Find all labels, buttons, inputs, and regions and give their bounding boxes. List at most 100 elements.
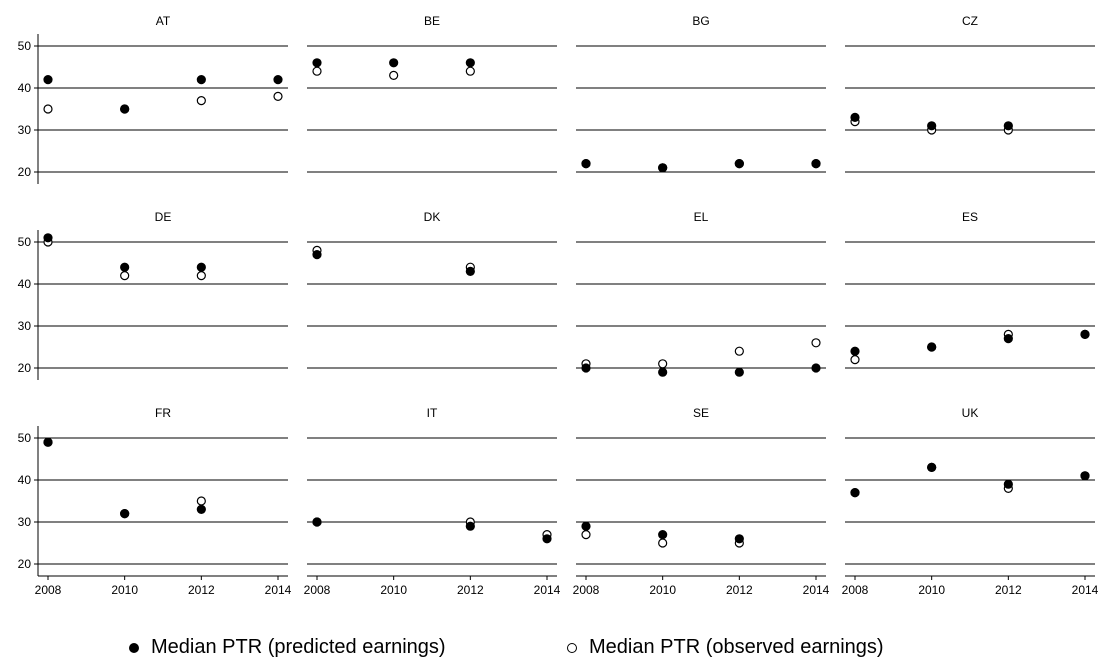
- predicted-point: [196, 504, 206, 514]
- panel-cz: CZ: [845, 14, 1095, 173]
- y-tick-label: 40: [18, 277, 32, 291]
- predicted-point: [1003, 121, 1013, 131]
- observed-point: [312, 66, 322, 76]
- observed-point: [465, 66, 475, 76]
- x-tick-label: 2012: [188, 583, 215, 597]
- x-tick-label: 2012: [995, 583, 1022, 597]
- predicted-point: [465, 58, 475, 68]
- predicted-point: [1080, 329, 1090, 339]
- panel-title: FR: [155, 406, 171, 420]
- observed-point: [120, 271, 130, 281]
- x-tick-label: 2014: [534, 583, 561, 597]
- predicted-point: [120, 104, 130, 114]
- panel-title: DK: [424, 210, 441, 224]
- panel-title: EL: [694, 210, 709, 224]
- x-tick-label: 2008: [573, 583, 600, 597]
- panel-fr: FR 20 30 40 50 2008 2010 2012 2014: [18, 406, 292, 597]
- observed-point: [734, 346, 744, 356]
- panel-uk: UK 2008 2010 2012 2014: [842, 406, 1099, 597]
- panel-es: ES: [845, 210, 1095, 369]
- legend-hollow-marker-icon: [567, 642, 577, 653]
- predicted-point: [273, 74, 283, 85]
- predicted-point: [850, 346, 860, 356]
- panel-be: BE: [307, 14, 557, 173]
- predicted-point: [465, 266, 475, 276]
- predicted-point: [43, 437, 53, 447]
- predicted-point: [312, 250, 322, 260]
- predicted-point: [927, 121, 937, 131]
- x-tick-label: 2010: [111, 583, 138, 597]
- predicted-point: [658, 367, 668, 377]
- predicted-point: [312, 58, 322, 68]
- x-tick-label: 2012: [726, 583, 753, 597]
- predicted-point: [196, 262, 206, 272]
- panel-title: UK: [962, 406, 979, 420]
- panel-title: ES: [962, 210, 978, 224]
- predicted-point: [927, 342, 937, 352]
- predicted-point: [120, 262, 130, 272]
- panel-title: BG: [692, 14, 709, 28]
- legend-item-predicted: Median PTR (predicted earnings): [129, 636, 446, 659]
- predicted-point: [734, 367, 744, 377]
- y-tick-label: 30: [18, 123, 32, 137]
- observed-point: [389, 70, 399, 81]
- y-tick-label: 20: [18, 165, 32, 179]
- predicted-point: [811, 159, 821, 169]
- predicted-point: [389, 58, 399, 68]
- predicted-point: [312, 517, 322, 527]
- y-tick-label: 30: [18, 319, 32, 333]
- x-tick-label: 2014: [265, 583, 292, 597]
- predicted-point: [1003, 479, 1013, 489]
- predicted-point: [43, 233, 53, 243]
- predicted-point: [581, 521, 591, 531]
- panel-title: SE: [693, 406, 709, 420]
- predicted-point: [850, 112, 860, 123]
- predicted-point: [1003, 334, 1013, 344]
- predicted-point: [581, 363, 591, 373]
- observed-point: [196, 95, 206, 106]
- x-tick-label: 2010: [380, 583, 407, 597]
- predicted-point: [734, 534, 744, 544]
- observed-point: [850, 355, 860, 365]
- y-tick-label: 40: [18, 473, 32, 487]
- y-tick-label: 20: [18, 361, 32, 375]
- x-tick-label: 2008: [35, 583, 62, 597]
- observed-point: [811, 338, 821, 348]
- y-tick-label: 50: [18, 431, 32, 445]
- observed-point: [43, 104, 53, 114]
- legend-item-observed: Median PTR (observed earnings): [567, 636, 884, 659]
- legend-predicted-label: Median PTR (predicted earnings): [151, 636, 446, 658]
- panel-at: AT 20 30 40 50: [18, 14, 288, 184]
- predicted-point: [850, 488, 860, 498]
- y-tick-label: 30: [18, 515, 32, 529]
- predicted-point: [811, 363, 821, 373]
- panel-title: IT: [427, 406, 438, 420]
- panel-it: IT 2008 2010 2012 2014: [304, 406, 561, 597]
- observed-point: [581, 529, 591, 540]
- observed-point: [196, 496, 206, 506]
- panel-title: CZ: [962, 14, 978, 28]
- legend-observed-label: Median PTR (observed earnings): [589, 636, 884, 658]
- x-tick-label: 2008: [304, 583, 331, 597]
- predicted-point: [734, 159, 744, 169]
- panel-title: AT: [156, 14, 171, 28]
- predicted-point: [1080, 471, 1090, 481]
- predicted-point: [581, 159, 591, 169]
- x-tick-label: 2008: [842, 583, 869, 597]
- panel-el: EL: [576, 210, 826, 377]
- y-tick-label: 20: [18, 557, 32, 571]
- predicted-point: [927, 462, 937, 472]
- panel-de: DE 20 30 40 50: [18, 210, 288, 380]
- y-tick-label: 40: [18, 81, 32, 95]
- panel-se: SE 2008 2010 2012 2014: [573, 406, 830, 597]
- predicted-point: [465, 521, 475, 531]
- x-tick-label: 2014: [803, 583, 830, 597]
- y-tick-label: 50: [18, 39, 32, 53]
- panel-bg: BG: [576, 14, 826, 173]
- y-tick-label: 50: [18, 235, 32, 249]
- predicted-point: [196, 74, 206, 85]
- x-tick-label: 2010: [918, 583, 945, 597]
- x-tick-label: 2012: [457, 583, 484, 597]
- panel-title: BE: [424, 14, 440, 28]
- predicted-point: [120, 508, 130, 519]
